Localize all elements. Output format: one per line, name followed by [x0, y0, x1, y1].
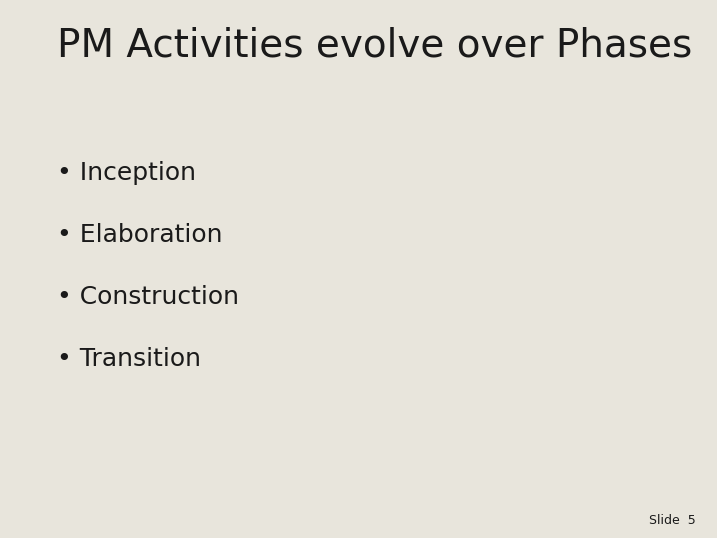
Text: • Construction: • Construction: [57, 285, 239, 309]
Text: • Inception: • Inception: [57, 161, 196, 186]
Text: • Transition: • Transition: [57, 347, 201, 371]
Text: PM Activities evolve over Phases: PM Activities evolve over Phases: [57, 27, 693, 65]
Text: • Elaboration: • Elaboration: [57, 223, 223, 247]
Text: Slide  5: Slide 5: [649, 514, 695, 527]
